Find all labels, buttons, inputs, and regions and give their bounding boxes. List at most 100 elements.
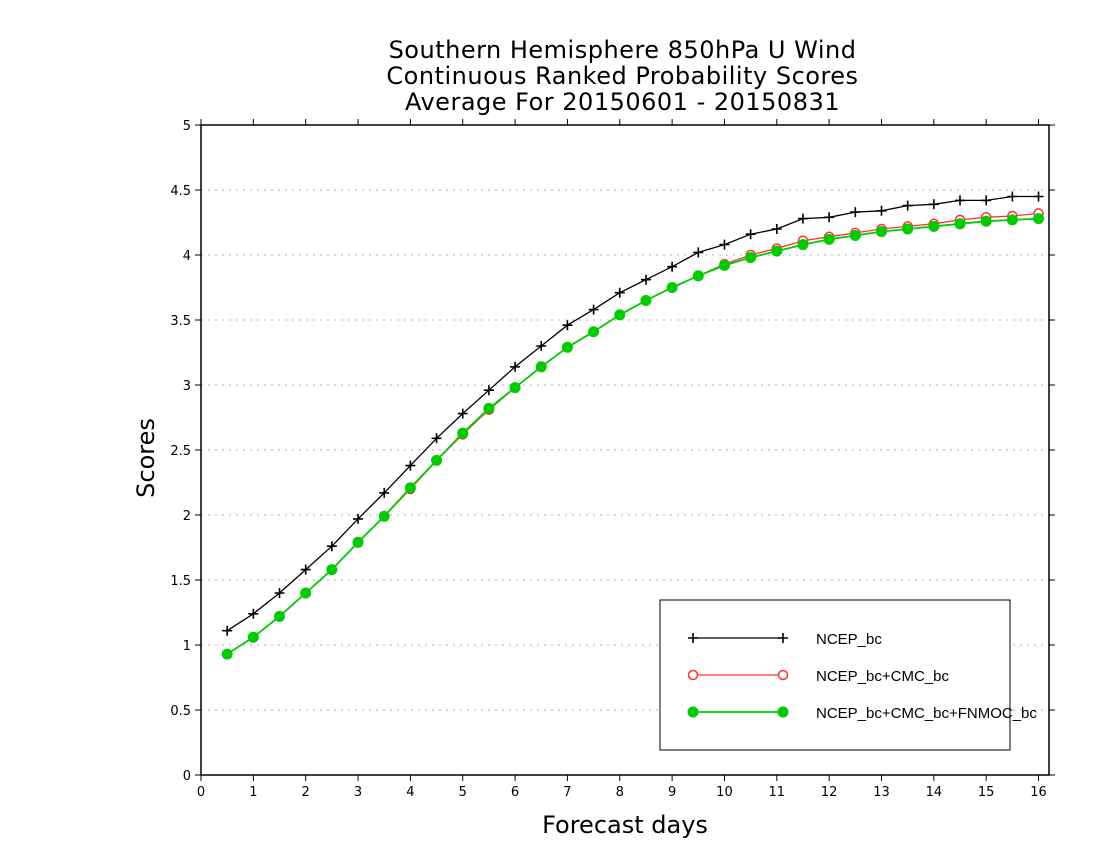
legend-marker — [687, 669, 699, 681]
data-point — [745, 252, 757, 264]
series-2 — [221, 208, 1044, 660]
grid-lines — [201, 189, 1049, 711]
data-point — [274, 610, 286, 622]
legend-entry-label: NCEP_bc — [816, 631, 882, 648]
y-tick-label: 1.5 — [170, 574, 191, 589]
y-tick-label: 3.5 — [170, 314, 191, 329]
x-tick-label: 11 — [769, 785, 786, 800]
data-point — [955, 195, 966, 206]
chart-title-line-1: Southern Hemisphere 850hPa U Wind — [388, 36, 857, 64]
data-point — [326, 541, 337, 552]
data-point — [692, 270, 704, 282]
data-point — [824, 212, 835, 223]
data-point — [352, 536, 364, 548]
data-point — [745, 229, 756, 240]
data-point — [850, 207, 861, 218]
data-point — [509, 382, 521, 394]
series-line — [226, 195, 1039, 632]
x-tick-label: 4 — [406, 785, 414, 800]
data-point — [875, 226, 887, 238]
data-point — [614, 309, 626, 321]
series-1 — [222, 191, 1044, 636]
data-point — [431, 433, 442, 444]
x-tick-label: 14 — [926, 785, 943, 800]
data-point — [1006, 214, 1018, 226]
data-point — [431, 454, 443, 466]
data-point — [404, 482, 416, 494]
axis-ticks: 00.511.522.533.544.550 1 2 3 4 5 6 7 8 9 10 11 12 13 1… — [170, 119, 1055, 800]
series-line — [226, 217, 1039, 655]
y-tick-label: 1 — [183, 639, 191, 654]
x-tick-label: 2 — [302, 785, 310, 800]
series-layer — [221, 191, 1045, 660]
x-tick-label: 5 — [459, 785, 467, 800]
y-tick-label: 4.5 — [170, 184, 191, 199]
x-tick-label: 9 — [668, 785, 676, 800]
data-point — [221, 648, 233, 660]
data-point — [902, 223, 914, 235]
data-point — [954, 218, 966, 230]
y-tick-label: 0.5 — [170, 704, 191, 719]
data-point — [300, 564, 311, 575]
data-point — [640, 274, 651, 285]
y-tick-label: 0 — [183, 769, 191, 784]
x-tick-label: 0 — [197, 785, 205, 800]
data-point — [823, 233, 835, 245]
data-point — [457, 427, 469, 439]
data-point — [405, 460, 416, 471]
data-point — [274, 588, 285, 598]
data-point — [1007, 191, 1018, 202]
legend-marker — [777, 669, 789, 681]
data-point — [588, 304, 599, 315]
data-point — [326, 564, 338, 576]
data-point — [457, 408, 468, 419]
data-point — [536, 341, 547, 351]
data-point — [797, 213, 808, 224]
x-tick-label: 1 — [249, 785, 257, 800]
data-point — [928, 220, 940, 232]
data-point — [483, 385, 494, 396]
x-tick-label: 7 — [563, 785, 571, 800]
x-tick-label: 8 — [616, 785, 624, 800]
chart-title-line-2: Continuous Ranked Probability Scores — [386, 62, 859, 90]
data-point — [981, 195, 992, 206]
data-point — [902, 200, 913, 211]
y-tick-label: 3 — [183, 379, 191, 394]
y-tick-label: 5 — [183, 119, 191, 134]
series-line — [226, 212, 1039, 655]
data-point — [876, 205, 887, 216]
data-point — [588, 326, 600, 338]
data-point — [300, 587, 312, 599]
data-point — [1033, 191, 1044, 202]
data-point — [849, 230, 861, 241]
data-point — [353, 513, 364, 524]
data-point — [693, 247, 704, 258]
y-tick-label: 2 — [183, 509, 191, 524]
x-tick-label: 10 — [716, 785, 733, 800]
legend-entry-label: NCEP_bc+CMC_bc — [816, 668, 949, 685]
x-axis-label: Forecast days — [542, 811, 708, 839]
data-point — [483, 402, 495, 414]
data-point — [797, 239, 809, 251]
data-point — [562, 320, 573, 331]
data-point — [928, 199, 939, 210]
series-3 — [221, 213, 1045, 660]
x-tick-label: 16 — [1030, 785, 1047, 800]
data-point — [718, 259, 730, 271]
x-tick-label: 15 — [978, 785, 995, 800]
data-point — [667, 261, 678, 272]
data-point — [980, 215, 992, 227]
data-point — [561, 341, 573, 353]
legend-marker — [777, 706, 789, 718]
legend-marker — [688, 633, 698, 643]
y-tick-label: 4 — [183, 249, 191, 264]
data-point — [248, 608, 259, 619]
chart-title-line-3: Average For 20150601 - 20150831 — [404, 88, 841, 116]
legend-marker — [687, 706, 699, 718]
legend-entry-label: NCEP_bc+CMC_bc+FNMOC_bc — [816, 705, 1037, 722]
x-tick-label: 3 — [354, 785, 362, 800]
data-point — [666, 282, 678, 293]
data-point — [510, 361, 521, 372]
data-point — [247, 631, 259, 643]
data-point — [1033, 213, 1045, 225]
